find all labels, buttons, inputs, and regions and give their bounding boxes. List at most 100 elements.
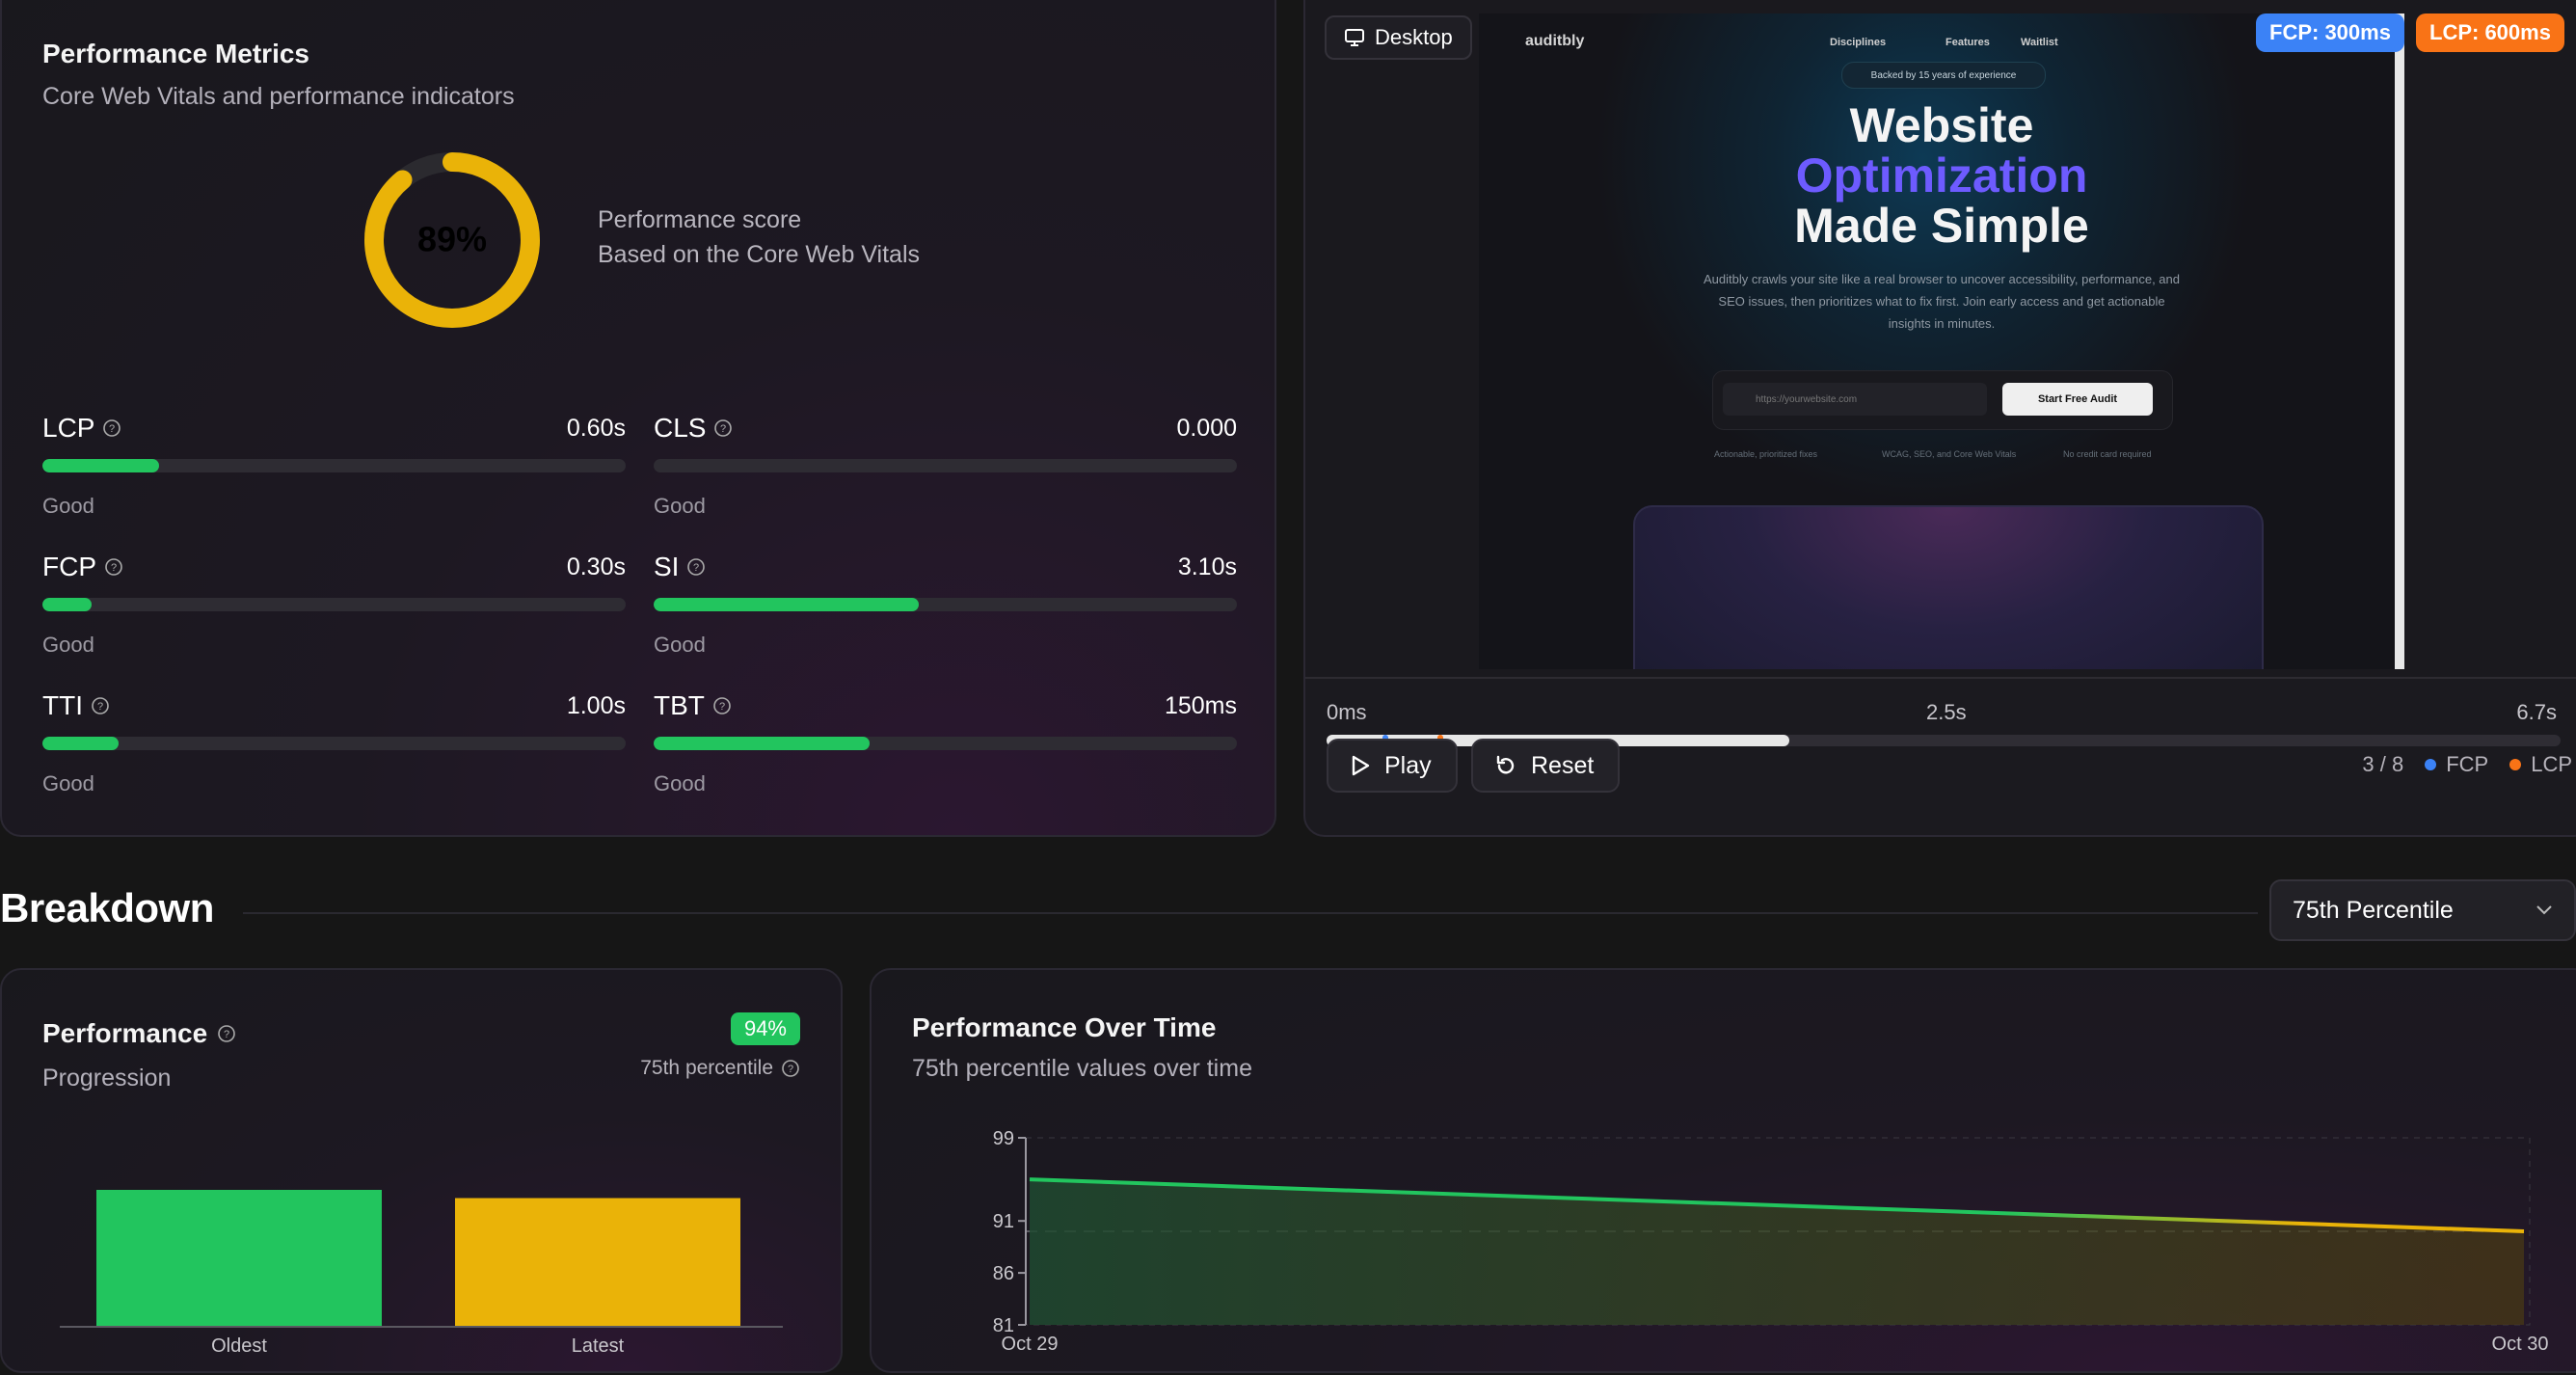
preview-scrollbar[interactable] [2395, 13, 2404, 669]
svg-text:?: ? [111, 562, 117, 574]
svg-text:?: ? [693, 562, 699, 574]
site-url-input: https://yourwebsite.com [1723, 383, 1987, 416]
metrics-title: Performance Metrics [42, 39, 309, 69]
percentile-selected-value: 75th Percentile [2293, 897, 2454, 925]
play-button[interactable]: Play [1327, 739, 1458, 793]
site-description-line: insights in minutes. [1479, 316, 2404, 331]
fcp-badge: FCP: 300ms [2256, 13, 2404, 52]
lcp-legend-label: LCP [2531, 752, 2572, 777]
metric-name: LCP [42, 413, 94, 444]
metric-tbt: TBT ? 150ms Good [654, 690, 1237, 816]
svg-text:?: ? [109, 423, 115, 435]
metric-tti: TTI ? 1.00s Good [42, 690, 626, 816]
site-signup-box: https://yourwebsite.com Start Free Audit [1712, 370, 2173, 430]
metric-value: 3.10s [1178, 553, 1237, 581]
metric-bar [42, 737, 626, 750]
site-feature: No credit card required [2063, 449, 2152, 459]
metric-bar [42, 459, 626, 472]
chevron-down-icon [2536, 904, 2553, 916]
bar-oldest[interactable] [96, 1190, 382, 1327]
score-value: 89% [417, 220, 487, 259]
breakdown-divider [243, 912, 2258, 914]
metrics-subtitle: Core Web Vitals and performance indicato… [42, 83, 515, 111]
site-nav-item: Disciplines [1830, 37, 1886, 48]
device-toggle[interactable]: Desktop [1325, 15, 1472, 60]
play-label: Play [1384, 752, 1432, 780]
metric-bar [654, 459, 1237, 472]
metric-bar [654, 598, 1237, 611]
performance-metrics-card: Performance Metrics Core Web Vitals and … [0, 0, 1276, 837]
score-caption: Performance score [598, 206, 801, 234]
metric-bar-fill [42, 737, 119, 750]
metric-rating: Good [42, 771, 94, 796]
site-headline-3: Made Simple [1479, 201, 2404, 251]
fcp-legend-label: FCP [2446, 752, 2488, 777]
metric-cls: CLS ? 0.000 Good [654, 413, 1237, 538]
metric-name: FCP [42, 552, 96, 582]
timeline-end: 6.7s [2516, 700, 2557, 725]
metric-si: SI ? 3.10s Good [654, 552, 1237, 677]
metric-bar-fill [654, 737, 870, 750]
timeline-start: 0ms [1327, 700, 1367, 725]
metric-bar [654, 737, 1237, 750]
metric-rating: Good [42, 633, 94, 658]
svg-text:?: ? [719, 701, 725, 713]
metric-value: 0.000 [1176, 415, 1237, 443]
svg-text:?: ? [720, 423, 726, 435]
frame-counter: 3 / 8 [2362, 752, 2403, 777]
help-icon[interactable]: ? [686, 557, 706, 577]
fcp-legend-dot [2425, 759, 2436, 770]
area-fill [1030, 1179, 2524, 1325]
metric-bar-fill [654, 598, 919, 611]
filmstrip-frame: auditbly Disciplines Features Waitlist B… [1305, 0, 2576, 679]
site-nav-item: Waitlist [2021, 37, 2058, 48]
help-icon[interactable]: ? [104, 557, 123, 577]
lcp-badge: LCP: 600ms [2416, 13, 2564, 52]
site-tagline-pill: Backed by 15 years of experience [1841, 62, 2046, 89]
metric-bar-fill [42, 459, 159, 472]
metric-rating: Good [42, 494, 94, 519]
monitor-icon [1344, 28, 1365, 47]
percentile-select[interactable]: 75th Percentile [2269, 879, 2576, 941]
help-icon[interactable]: ? [102, 418, 121, 438]
play-icon [1350, 754, 1371, 777]
metric-rating: Good [654, 494, 706, 519]
metric-value: 0.60s [567, 415, 626, 443]
device-label: Desktop [1375, 25, 1453, 50]
metric-bar [42, 598, 626, 611]
site-feature: WCAG, SEO, and Core Web Vitals [1882, 449, 2016, 459]
site-cta-button: Start Free Audit [2002, 383, 2153, 416]
breakdown-heading: Breakdown [0, 885, 214, 931]
help-icon[interactable]: ? [712, 696, 732, 715]
metric-value: 1.00s [567, 692, 626, 720]
performance-bar-chart: Oldest Latest [2, 970, 845, 1375]
site-hero-mockup [1633, 505, 2264, 669]
bar-category-label: Latest [572, 1335, 625, 1357]
help-icon[interactable]: ? [91, 696, 110, 715]
reset-button[interactable]: Reset [1471, 739, 1620, 793]
site-feature: Actionable, prioritized fixes [1714, 449, 1817, 459]
page-load-preview-card: auditbly Disciplines Features Waitlist B… [1303, 0, 2576, 837]
site-logo: auditbly [1525, 33, 1584, 50]
svg-text:?: ? [97, 701, 103, 713]
site-headline-2: Optimization [1479, 150, 2404, 201]
performance-progression-card: Performance ? Progression 94% 75th perce… [0, 968, 843, 1373]
site-description-line: SEO issues, then prioritizes what to fix… [1479, 294, 2404, 309]
frame-legend: 3 / 8 FCP LCP [2362, 752, 2572, 777]
y-tick-label: 99 [993, 1128, 1014, 1149]
website-screenshot: auditbly Disciplines Features Waitlist B… [1479, 13, 2404, 669]
metric-value: 0.30s [567, 553, 626, 581]
metric-rating: Good [654, 771, 706, 796]
metric-name: SI [654, 552, 679, 582]
bar-latest[interactable] [455, 1199, 740, 1327]
reset-icon [1494, 754, 1517, 777]
metric-lcp: LCP ? 0.60s Good [42, 413, 626, 538]
bar-category-label: Oldest [211, 1335, 267, 1357]
lcp-legend-dot [2509, 759, 2521, 770]
site-headline-1: Website [1479, 100, 2404, 150]
y-tick-label: 86 [993, 1263, 1014, 1284]
performance-score-gauge: 89% [361, 148, 544, 332]
help-icon[interactable]: ? [713, 418, 733, 438]
x-tick-label: Oct 29 [1002, 1334, 1059, 1355]
